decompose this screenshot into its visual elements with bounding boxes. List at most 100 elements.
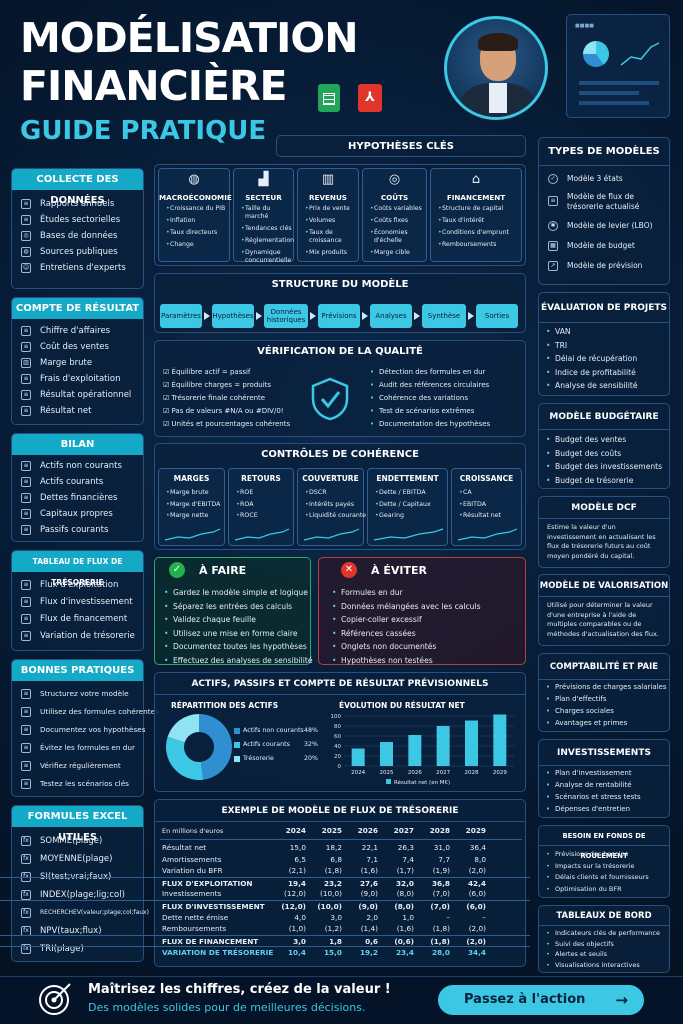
- table-cell: 36,4: [469, 843, 486, 852]
- structure-title: STRUCTURE DU MODÈLE: [271, 279, 409, 290]
- table-cell: (1,0): [288, 924, 306, 934]
- list-item: Coûts variables: [363, 205, 426, 213]
- row-label: Investissements: [162, 889, 222, 899]
- list-item: Plan d'investissement: [539, 767, 669, 779]
- list-item: fx MOYENNE(plage): [12, 851, 143, 869]
- table-cell: (1,8): [432, 924, 450, 934]
- fx-icon: fx: [21, 890, 31, 900]
- pie-legend-item: Actifs non courants 48%: [234, 724, 318, 738]
- legend-swatch: [386, 779, 391, 784]
- list-item: Formules en dur: [325, 586, 481, 600]
- step-hypotheses: Hypothèses: [212, 304, 254, 328]
- table-cell: (2,1): [288, 866, 306, 876]
- list-item: ◍ Sources publiques: [12, 244, 143, 260]
- list-item: ≡ Études sectorielles: [12, 212, 143, 228]
- bilan-title: BILAN: [12, 434, 143, 455]
- list-item: ≡ Vérifiez régulièrement: [12, 758, 143, 776]
- arrow-icon: [414, 312, 422, 320]
- fx-icon: fx: [21, 854, 31, 864]
- doc-icon: ≡: [548, 196, 558, 206]
- row-label: FLUX DE FINANCEMENT: [162, 936, 259, 946]
- list-item: Marge brute: [159, 487, 224, 499]
- y-tick-label: 60: [334, 734, 341, 740]
- list-item: ≡ Flux d'exploitation: [12, 577, 143, 594]
- pie-legend-item: Actifs courants 32%: [234, 738, 318, 752]
- list-item: fx RECHERCHEV(valeur;plage;col;faux): [12, 905, 149, 923]
- list-item: Hypothèses non testées: [325, 654, 481, 668]
- qualite-title: VÉRIFICATION DE LA QUALITÉ: [257, 346, 423, 357]
- x-tick-label: 2026: [408, 770, 422, 776]
- list-item: Coûts fixes: [363, 217, 426, 225]
- dcf-panel: MODÈLE DCF Estime la valeur d'un investi…: [538, 496, 670, 568]
- check-item: ☑ Unités et pourcentages cohérents: [163, 420, 291, 428]
- pie-data-label: 32%: [304, 741, 318, 748]
- paie-panel: COMPTABILITÉ ET PAIE Prévisions de charg…: [538, 653, 670, 732]
- table-row: Amortissements 6,5 6,8 7,1 7,4 7,7 8,0: [0, 854, 530, 866]
- table-row: VARIATION DE TRÉSORERIE 10,4 15,0 19,2 23,4 2…: [0, 946, 530, 958]
- list-item: ≡ Résultat opérationnel: [12, 387, 143, 403]
- arrow-icon: [256, 312, 264, 320]
- table-cell: 0,6: [365, 936, 378, 946]
- list-item: ✱ Modèle de levier (LBO): [539, 216, 669, 236]
- list-item: Volumes: [298, 217, 358, 225]
- check-item: Détection des formules en dur: [363, 366, 490, 379]
- list-item: Suivi des objectifs: [539, 939, 669, 950]
- x-tick-label: 2025: [380, 770, 394, 776]
- calendar-icon: ▦: [548, 241, 558, 251]
- table-year: 2027: [393, 826, 414, 835]
- table-unit: En millions d'euros: [162, 827, 224, 835]
- previsionnels-title: ACTIFS, PASSIFS ET COMPTE DE RÉSULTAT PR…: [155, 673, 525, 695]
- coherence-title: CONTRÔLES DE COHÉRENCE: [261, 449, 419, 460]
- list-item: Remboursements: [431, 241, 521, 249]
- list-item: Utilisez une mise en forme claire: [157, 627, 313, 641]
- title-line-1: MODÉLISATION: [20, 14, 359, 62]
- table-cell: (1,2): [324, 924, 342, 934]
- list-item: ≡ Structurez votre modèle: [12, 686, 143, 704]
- table-cell: 15,0: [289, 843, 306, 852]
- list-item: ≡ Documentez vos hypothèses: [12, 722, 145, 740]
- pie-title: RÉPARTITION DES ACTIFS: [171, 701, 279, 710]
- list-item: Gardez le modèle simple et logique: [157, 586, 313, 600]
- check-circle-icon: ✓: [169, 562, 185, 578]
- pie-slice: [167, 714, 199, 743]
- table-year: 2026: [357, 826, 378, 835]
- list-item: Marge d'EBITDA: [159, 499, 224, 511]
- doc-icon: ≡: [21, 326, 31, 336]
- table-cell: 10,4: [287, 948, 306, 958]
- list-item: ▥ Marge brute: [12, 355, 143, 371]
- table-cell: (2,0): [468, 866, 486, 876]
- arrow-right-icon: →: [615, 991, 628, 1009]
- list-item: ≡ Frais d'exploitation: [12, 371, 143, 387]
- table-row: FLUX D'EXPLOITATION 19,4 23,2 27,6 32,0 36,8 4…: [0, 876, 530, 889]
- table-cell: 6,8: [330, 854, 342, 864]
- hyp-col-4: ⌂ FINANCEMENT Structure de capital Taux d'i…: [430, 168, 522, 262]
- doc-icon: ≡: [21, 509, 31, 519]
- fx-icon: fx: [21, 944, 31, 954]
- table-divider: [160, 839, 522, 840]
- list-item: ≡ Dettes financières: [12, 490, 143, 506]
- hyp-col-title: REVENUS: [309, 193, 347, 202]
- evaluation-panel: ÉVALUATION DE PROJETS VAN TRI Délai de r…: [538, 292, 670, 396]
- bank-icon: ⌂: [471, 172, 481, 187]
- check-item: ☑ Équilibre actif = passif: [163, 368, 251, 376]
- cta-button[interactable]: Passez à l'action →: [438, 985, 644, 1015]
- table-year: 2029: [465, 826, 486, 835]
- list-item: Documentez toutes les hypothèses: [157, 640, 313, 654]
- table-cell: 22,1: [361, 843, 378, 852]
- valorisation-title: MODÈLE DE VALORISATION: [539, 575, 669, 597]
- y-tick-label: 20: [334, 754, 341, 760]
- aeviter-panel: ✕ À ÉVITER Formules en dur Données mélan…: [318, 557, 526, 668]
- table-cell: 19,2: [359, 948, 378, 958]
- table-cell: –: [446, 912, 450, 922]
- list-item: Dynamique concurrentielle: [234, 249, 293, 265]
- trend-icon: ↗: [548, 261, 558, 271]
- table-cell: (0,6): [394, 936, 414, 946]
- doc-icon: ≡: [21, 580, 31, 590]
- list-item: Analyse de sensibilité: [539, 379, 669, 393]
- list-item: EBITDA: [452, 499, 521, 511]
- flux-table-panel: EXEMPLE DE MODÈLE DE FLUX DE TRÉSORERIE: [154, 799, 526, 967]
- table-cell: (1,9): [432, 866, 450, 876]
- y-tick-label: 80: [334, 724, 341, 730]
- qualite-panel: VÉRIFICATION DE LA QUALITÉ ☑ Équilibre a…: [154, 340, 526, 437]
- doc-icon: ≡: [21, 406, 31, 416]
